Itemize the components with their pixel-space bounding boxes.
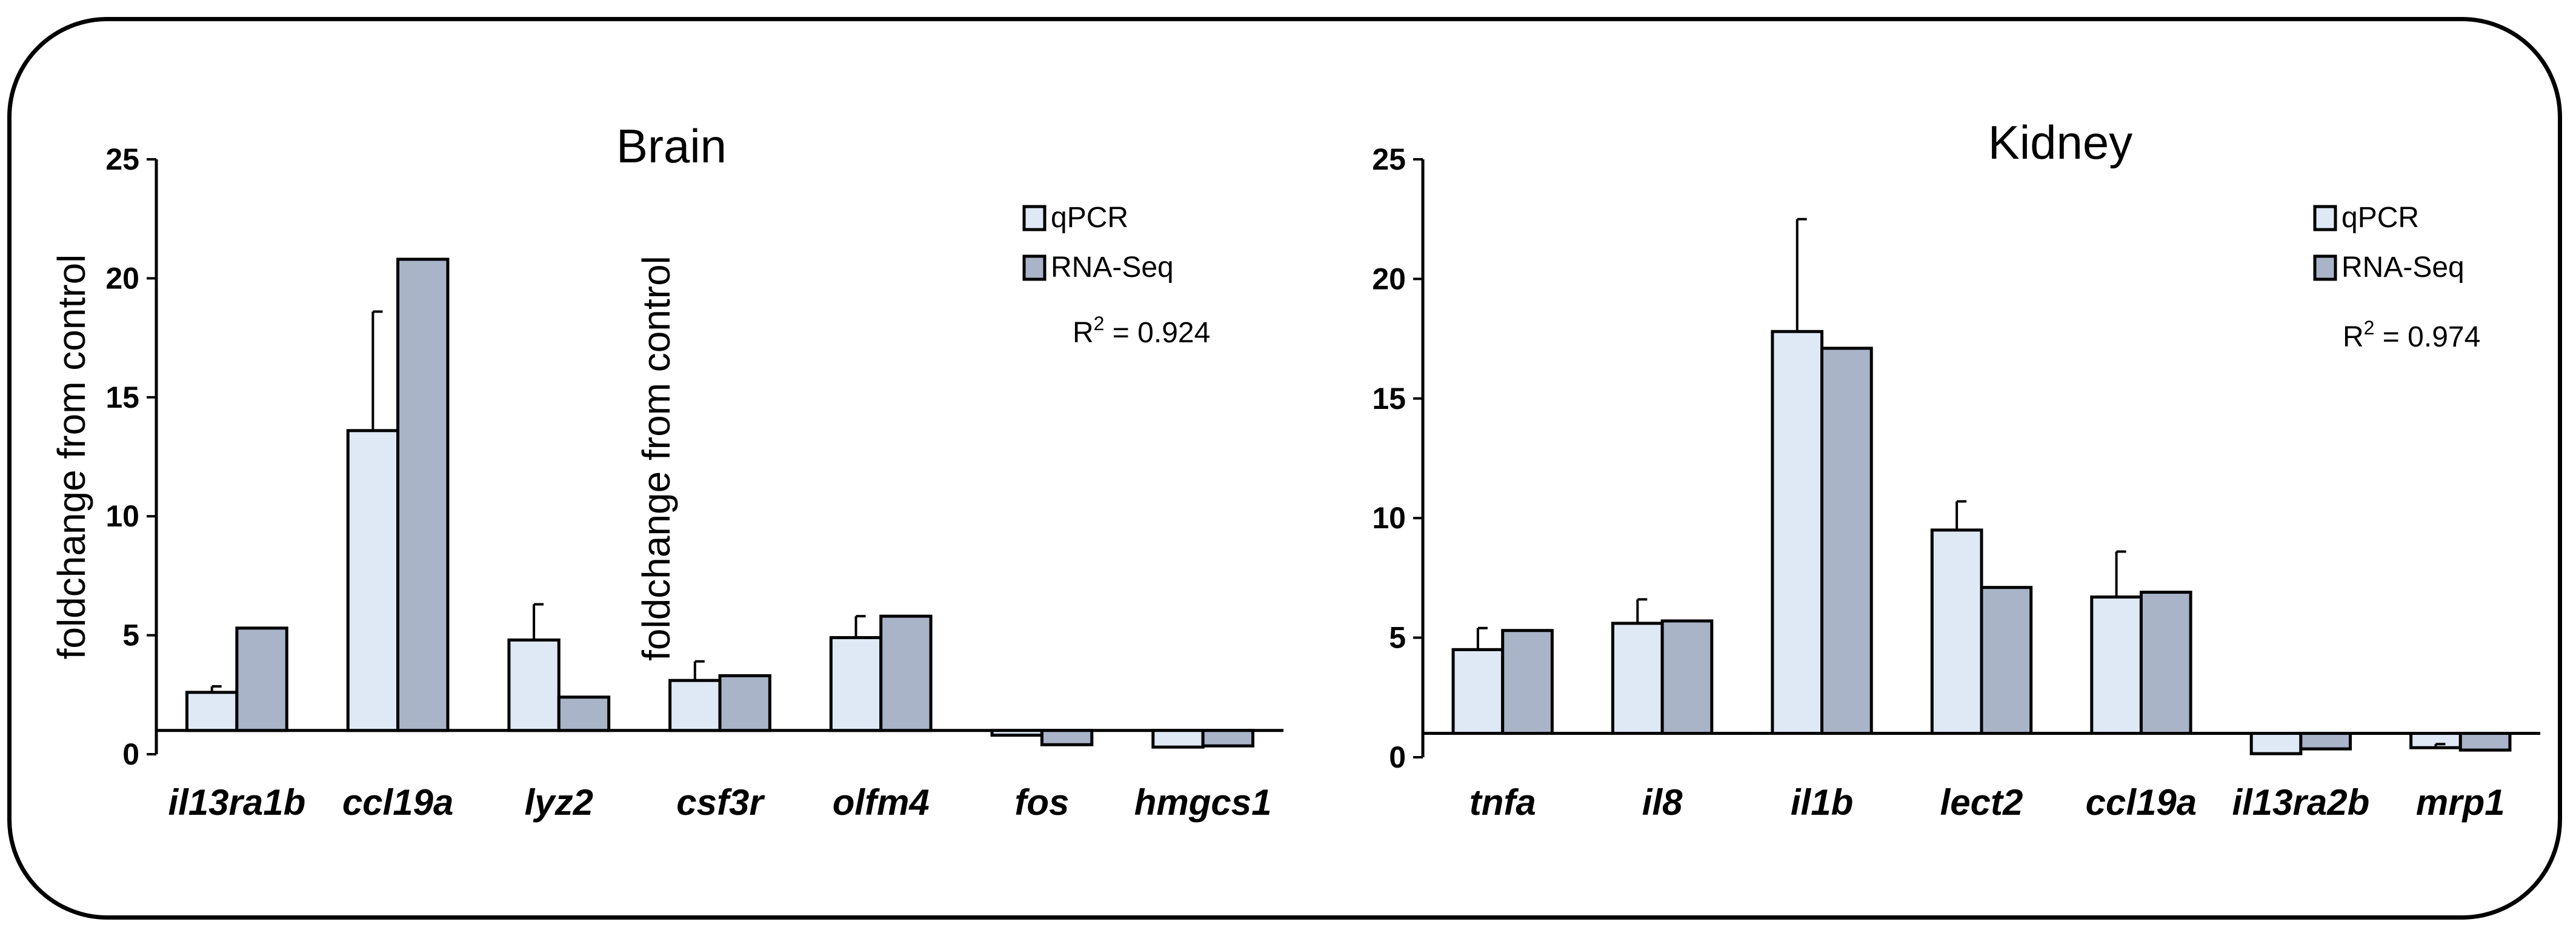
r-squared-value: = 0.974 [2374,321,2480,353]
qpcr-bar-ccl19a [2090,595,2143,735]
chart-title: Brain [616,119,727,173]
r-squared-value: = 0.924 [1104,317,1210,349]
y-tick-label: 5 [1389,621,1406,655]
category-label-il8: il8 [1642,782,1683,823]
r-squared-symbol: R [2343,321,2364,353]
rnaseq-bar-lyz2 [557,695,611,732]
y-tick-label: 0 [1389,740,1406,774]
qpcr-bar-olfm4 [829,636,883,732]
y-tick-label: 10 [105,499,139,533]
rnaseq-bar-hmgcs1 [1201,729,1255,748]
rnaseq-bar-il13ra2b [2299,732,2352,751]
r-squared-annotation: R2 = 0.974 [2343,317,2480,353]
y-tick-label: 5 [122,619,139,652]
rnaseq-bar-il1b [1820,347,1873,735]
y-tick-label: 15 [1372,382,1406,416]
y-tick-label: 0 [122,737,139,771]
qpcr-bar-csf3r [668,679,722,732]
chart-brain: 0 5 10 15 20 25 il13ra1b ccl19a lyz2 csf3r olfm4 fo… [50,119,1283,823]
category-label-tnfa: tnfa [1469,782,1536,823]
legend-label-rnaseq: RNA-Seq [2341,251,2465,284]
r-squared-annotation: R2 = 0.924 [1073,313,1210,349]
rnaseq-bar-il8 [1660,619,1714,735]
category-label-ccl19a: ccl19a [2086,782,2197,823]
rnaseq-bar-tnfa [1501,629,1554,735]
rnaseq-bar-ccl19a [2139,591,2192,735]
y-tick-label: 15 [105,380,139,414]
y-tick-label: 10 [1372,501,1406,535]
y-axis-label: foldchange from control [50,254,93,660]
rnaseq-bar-olfm4 [879,614,933,732]
r-squared-superscript: 2 [2364,317,2375,339]
rnaseq-bar-fos [1040,729,1094,746]
qpcr-bar-lyz2 [507,638,561,732]
qpcr-bar-ccl19a [346,429,400,732]
y-axis-label: foldchange from control [634,256,678,661]
category-label-ccl19a: ccl19a [342,782,454,823]
category-label-csf3r: csf3r [676,782,765,823]
category-label-lyz2: lyz2 [525,782,593,823]
category-label-olfm4: olfm4 [833,782,930,823]
rnaseq-bar-lect2 [1980,586,2033,735]
chart-kidney: 0 5 10 15 20 25 tnfa il8 il1b lect2 ccl19a il13ra2b… [634,116,2540,823]
qpcr-bar-il13ra1b [185,691,239,732]
legend-swatch-rnaseq [2313,254,2337,281]
legend-label-qpcr: qPCR [2341,202,2419,234]
qpcr-bar-il1b [1771,330,1824,735]
legend-swatch-qpcr [2313,205,2337,231]
category-label-il13ra2b: il13ra2b [2232,782,2369,823]
y-tick-label: 25 [1372,142,1406,176]
y-tick-label: 20 [105,261,139,295]
category-label-lect2: lect2 [1940,782,2023,823]
qpcr-bar-hmgcs1 [1151,729,1205,749]
qpcr-bar-lect2 [1930,528,1983,735]
y-tick-label: 25 [105,142,139,176]
qpcr-bar-il13ra2b [2249,732,2303,755]
r-squared-superscript: 2 [1094,313,1105,334]
rnaseq-bar-il13ra1b [235,626,288,732]
legend-swatch-rnaseq [1022,254,1047,281]
rnaseq-bar-ccl19a [396,257,450,732]
y-tick-label: 20 [1372,262,1406,296]
legend-swatch-qpcr [1022,205,1047,231]
category-label-il1b: il1b [1791,782,1853,823]
legend-label-qpcr: qPCR [1051,202,1128,234]
qpcr-bar-tnfa [1451,648,1505,735]
rnaseq-bar-mrp1 [2458,732,2512,752]
qpcr-bar-il8 [1611,622,1664,735]
category-label-hmgcs1: hmgcs1 [1134,782,1272,823]
category-label-fos: fos [1014,782,1069,823]
r-squared-symbol: R [1073,317,1094,349]
qpcr-bar-fos [990,729,1043,737]
rnaseq-bar-csf3r [718,674,771,732]
category-label-il13ra1b: il13ra1b [168,782,305,823]
category-label-mrp1: mrp1 [2416,782,2505,823]
figure-frame [7,17,2562,920]
chart-title: Kidney [1988,116,2133,169]
legend-label-rnaseq: RNA-Seq [1051,251,1174,284]
